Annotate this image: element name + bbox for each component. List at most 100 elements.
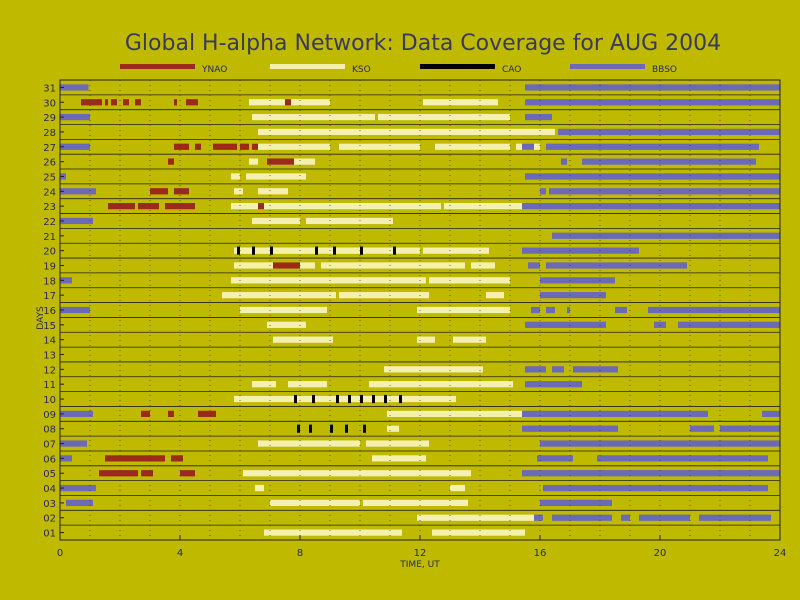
y-tick-label: 04: [43, 484, 56, 495]
y-tick-label: 15: [43, 321, 56, 332]
coverage-bar: [537, 455, 573, 462]
coverage-bar: [306, 217, 393, 225]
y-tick-label: 17: [43, 291, 56, 302]
axes: 0 4 8 12 16 20 2401020304050607080910111213141…: [43, 79, 786, 559]
coverage-bar: [540, 440, 780, 447]
coverage-bar: [582, 158, 756, 165]
y-tick-label: 29: [43, 113, 56, 124]
legend-item-ynao: YNAO: [120, 64, 227, 75]
coverage-bar: [525, 84, 780, 91]
y-tick-label: 07: [43, 440, 56, 451]
coverage-bar: [186, 99, 198, 106]
coverage-bar: [453, 336, 486, 343]
coverage-bar: [423, 99, 498, 106]
coverage-bar: [378, 113, 510, 121]
coverage-bar: [180, 470, 195, 477]
y-tick-label: 10: [43, 395, 56, 406]
coverage-bar: [540, 277, 615, 284]
y-tick-label: 09: [43, 410, 56, 421]
coverage-bar: [165, 203, 195, 210]
legend-label: YNAO: [201, 65, 227, 75]
coverage-bar: [540, 499, 612, 507]
y-tick-label: 05: [43, 469, 56, 480]
coverage-bar: [258, 188, 288, 195]
coverage-bar: [525, 366, 546, 373]
coverage-bar: [615, 306, 627, 314]
coverage-bar: [168, 410, 174, 417]
coverage-bar: [222, 292, 336, 299]
coverage-bar: [267, 158, 294, 165]
coverage-bar: [546, 306, 555, 314]
coverage-bar: [336, 394, 339, 404]
y-tick-label: 13: [43, 351, 56, 362]
coverage-bar: [387, 425, 399, 432]
coverage-bar: [567, 306, 570, 314]
coverage-bar: [417, 306, 510, 314]
coverage-bar: [105, 99, 108, 106]
coverage-bar: [525, 381, 582, 388]
coverage-bar: [417, 514, 534, 521]
series-ynao: [81, 99, 300, 477]
coverage-bar: [366, 440, 429, 447]
y-tick-label: 27: [43, 143, 56, 154]
coverage-bar: [522, 203, 780, 210]
coverage-bar: [552, 366, 564, 373]
coverage-bar: [243, 470, 471, 477]
coverage-bar: [258, 203, 264, 210]
coverage-bar: [522, 410, 708, 417]
coverage-bar: [60, 484, 96, 492]
coverage-bar: [60, 143, 90, 150]
coverage-bar: [309, 424, 312, 433]
y-tick-label: 28: [43, 128, 56, 139]
legend: YNAO KSO CAO BBSO: [120, 64, 677, 75]
legend-item-kso: KSO: [270, 64, 371, 75]
coverage-bar: [363, 424, 366, 433]
coverage-bar: [258, 440, 360, 447]
coverage-bar: [540, 292, 606, 299]
x-tick-label: 8: [297, 548, 303, 559]
legend-swatch: [270, 64, 345, 69]
coverage-bar: [648, 306, 780, 314]
legend-item-cao: CAO: [420, 64, 521, 75]
x-tick-label: 4: [177, 548, 183, 559]
coverage-bar: [258, 128, 555, 136]
coverage-bar: [552, 514, 612, 521]
series-cao: [237, 246, 402, 433]
y-tick-label: 12: [43, 365, 56, 376]
coverage-bar: [111, 99, 117, 106]
coverage-bar: [360, 246, 363, 255]
coverage-bar: [237, 246, 240, 255]
coverage-bar: [240, 143, 249, 150]
coverage-bar: [363, 499, 468, 507]
coverage-bar: [339, 143, 420, 150]
coverage-bar: [399, 394, 402, 404]
y-tick-label: 23: [43, 202, 56, 213]
coverage-bar: [384, 366, 483, 373]
coverage-bar: [264, 529, 402, 536]
coverage-bar: [690, 425, 714, 432]
coverage-bar: [141, 470, 153, 477]
coverage-bar: [60, 217, 93, 225]
x-tick-label: 16: [534, 548, 547, 559]
coverage-bar: [540, 188, 546, 195]
legend-item-bbso: BBSO: [570, 64, 677, 75]
legend-swatch: [120, 64, 195, 69]
coverage-bar: [486, 292, 504, 299]
coverage-bar: [66, 499, 93, 507]
y-tick-label: 19: [43, 261, 56, 272]
coverage-bar: [573, 366, 618, 373]
coverage-bar: [534, 514, 543, 521]
coverage-bar: [105, 455, 165, 462]
coverage-bar: [99, 470, 138, 477]
coverage-bar: [171, 455, 183, 462]
coverage-bar: [525, 173, 780, 180]
coverage-bar: [195, 143, 201, 150]
coverage-bar: [372, 394, 375, 404]
coverage-bar: [471, 262, 495, 269]
coverage-bar: [393, 246, 396, 255]
y-tick-label: 18: [43, 276, 56, 287]
legend-label: CAO: [502, 65, 521, 75]
x-tick-label: 0: [57, 548, 63, 559]
coverage-bar: [522, 470, 780, 477]
